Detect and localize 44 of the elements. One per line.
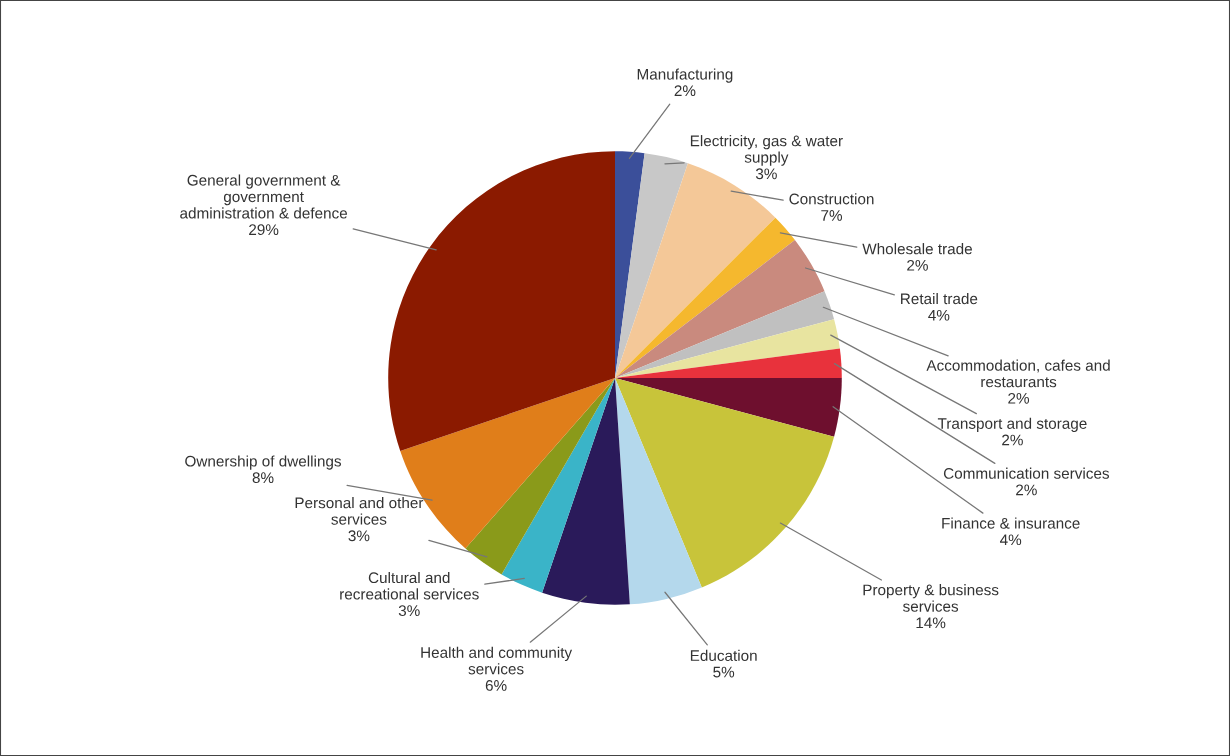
slice-label: Transport and storage <box>937 417 1087 432</box>
slice-label: Electricity, gas & water supply <box>690 135 843 166</box>
data-label: 7% <box>821 210 843 221</box>
pie-slice <box>615 378 835 588</box>
pie-slice <box>615 319 840 378</box>
slice-label: Property & business services <box>863 584 999 612</box>
slice-label: General government & government administration & defence <box>180 174 348 219</box>
data-label: 6% <box>485 680 507 691</box>
pie-slice <box>388 151 615 451</box>
pie-slice <box>615 239 825 378</box>
data-label: 3% <box>348 530 370 542</box>
data-label: 29% <box>249 224 279 236</box>
data-label: 14% <box>916 617 946 629</box>
pie-slice <box>615 153 688 378</box>
data-label: 2% <box>1008 392 1030 404</box>
data-label: 5% <box>713 666 735 678</box>
pie-slice <box>465 378 615 575</box>
slice-label: Retail trade <box>901 292 978 305</box>
data-label: 2% <box>907 259 928 271</box>
data-label: 2% <box>674 85 696 97</box>
data-label: 4% <box>928 309 950 321</box>
pie-slice <box>615 291 835 378</box>
data-label: 3% <box>398 605 420 617</box>
data-label: 8% <box>252 472 274 484</box>
pie-slice <box>615 378 702 605</box>
pie-slice <box>615 217 795 378</box>
data-label: 4% <box>999 534 1022 546</box>
slice-label: Communication services <box>943 467 1110 479</box>
slice-label: Construction <box>789 193 874 205</box>
pie-slice <box>501 378 615 593</box>
data-label: 2% <box>1016 484 1037 496</box>
slice-label: Manufacturing <box>637 68 733 83</box>
slice-label: Health and community services <box>421 646 573 675</box>
slice-label: Cultural and recreational services <box>340 571 479 600</box>
slice-label: Wholesale trade <box>862 243 972 255</box>
data-label: 2% <box>1002 434 1023 446</box>
data-label: 3% <box>755 168 777 180</box>
pie-slice <box>615 378 842 437</box>
pie-slice <box>542 378 630 605</box>
slice-label: Ownership of dwellings <box>185 455 342 470</box>
slice-label: Finance & insurance <box>942 517 1080 529</box>
slice-label: Education <box>690 649 757 662</box>
slice-label: Accommodation, cafes and restaurants <box>926 359 1110 388</box>
slice-label: Personal and other services <box>295 497 424 525</box>
